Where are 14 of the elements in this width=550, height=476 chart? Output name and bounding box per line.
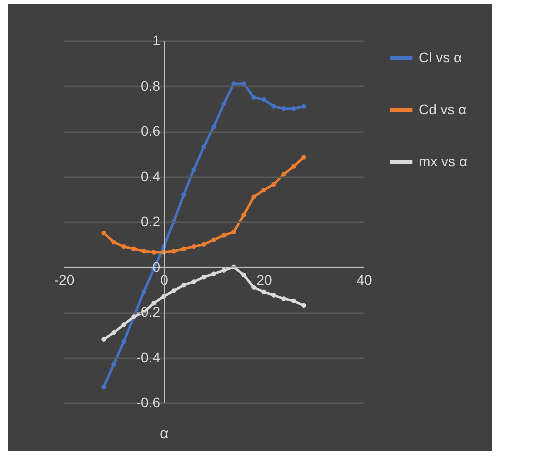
x-tick-label: -20: [54, 272, 75, 288]
legend-label: Cd vs α: [419, 102, 467, 118]
y-tick-label: 1: [152, 32, 161, 48]
y-tick-label: 0.8: [141, 78, 161, 94]
y-tick-label: 0.6: [141, 123, 161, 139]
y-tick-label: 0.2: [141, 214, 161, 230]
y-tick-label: 0.4: [141, 168, 161, 184]
y-tick-label: -0.4: [136, 349, 161, 366]
legend-label: mx vs α: [419, 154, 468, 170]
legend-label: Cl vs α: [419, 50, 462, 66]
x-tick-label: 40: [356, 272, 372, 288]
x-tick-label: 20: [256, 272, 272, 288]
x-axis-title: α: [160, 426, 170, 442]
y-tick-label: -0.6: [136, 394, 161, 410]
